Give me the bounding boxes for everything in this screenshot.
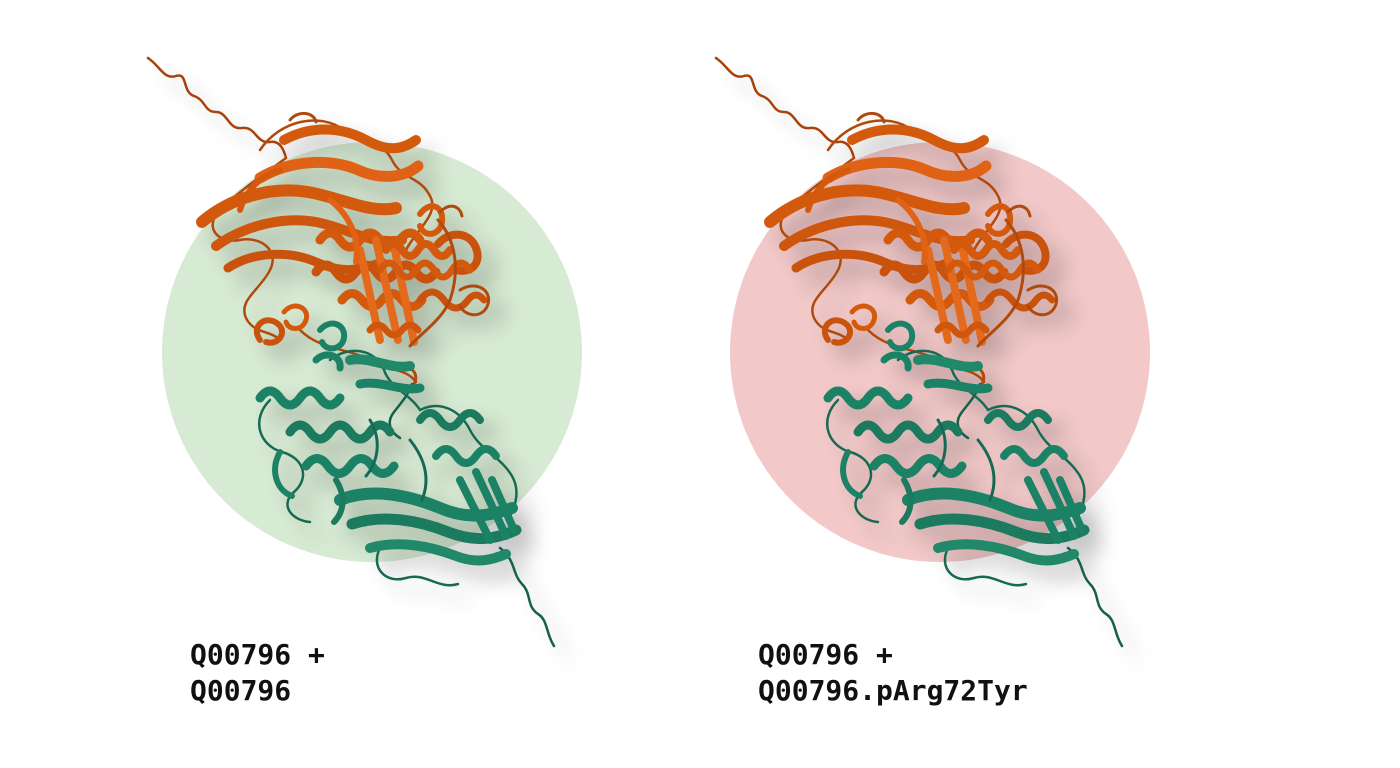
panel-variant: Q00796 + Q00796.pArg72Tyr: [688, 0, 1308, 768]
caption-line-1: Q00796 +: [190, 638, 325, 671]
caption-line-1: Q00796 +: [758, 638, 893, 671]
caption-variant: Q00796 + Q00796.pArg72Tyr: [758, 637, 1028, 709]
caption-wildtype: Q00796 + Q00796: [190, 637, 325, 709]
panel-wildtype: Q00796 + Q00796: [120, 0, 740, 768]
caption-line-2: Q00796.pArg72Tyr: [758, 674, 1028, 707]
caption-line-2: Q00796: [190, 674, 292, 707]
